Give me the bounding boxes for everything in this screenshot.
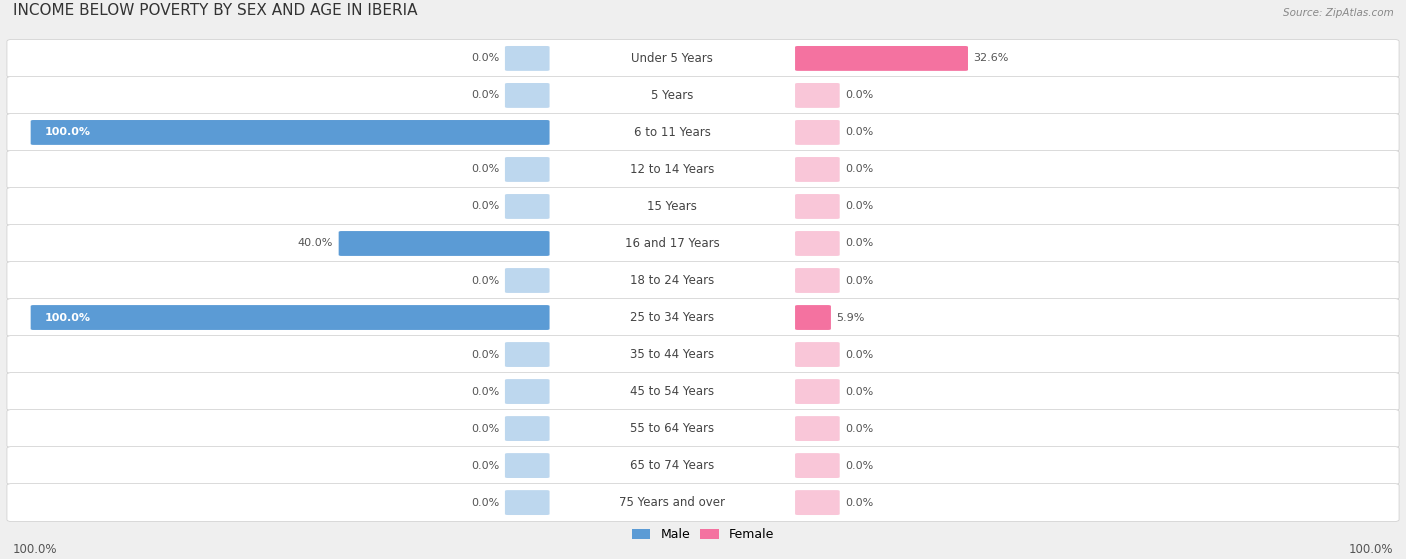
FancyBboxPatch shape	[7, 410, 1399, 448]
Text: 0.0%: 0.0%	[845, 276, 873, 286]
FancyBboxPatch shape	[7, 150, 1399, 188]
Text: 0.0%: 0.0%	[845, 498, 873, 508]
Text: 0.0%: 0.0%	[845, 91, 873, 101]
Text: 100.0%: 100.0%	[45, 127, 90, 138]
Text: 12 to 14 Years: 12 to 14 Years	[630, 163, 714, 176]
Text: 0.0%: 0.0%	[471, 91, 499, 101]
Text: INCOME BELOW POVERTY BY SEX AND AGE IN IBERIA: INCOME BELOW POVERTY BY SEX AND AGE IN I…	[13, 3, 418, 18]
Text: 32.6%: 32.6%	[973, 54, 1010, 63]
FancyBboxPatch shape	[7, 484, 1399, 522]
FancyBboxPatch shape	[505, 194, 550, 219]
FancyBboxPatch shape	[7, 447, 1399, 485]
FancyBboxPatch shape	[505, 83, 550, 108]
FancyBboxPatch shape	[31, 120, 550, 145]
Text: 0.0%: 0.0%	[845, 127, 873, 138]
Text: 0.0%: 0.0%	[471, 276, 499, 286]
FancyBboxPatch shape	[794, 379, 839, 404]
Text: 0.0%: 0.0%	[471, 461, 499, 471]
Text: Source: ZipAtlas.com: Source: ZipAtlas.com	[1282, 8, 1393, 18]
FancyBboxPatch shape	[31, 305, 550, 330]
FancyBboxPatch shape	[794, 342, 839, 367]
Text: 25 to 34 Years: 25 to 34 Years	[630, 311, 714, 324]
FancyBboxPatch shape	[505, 490, 550, 515]
Text: 5 Years: 5 Years	[651, 89, 693, 102]
Text: 0.0%: 0.0%	[845, 349, 873, 359]
Text: 0.0%: 0.0%	[845, 386, 873, 396]
Text: 100.0%: 100.0%	[13, 543, 58, 556]
FancyBboxPatch shape	[794, 268, 839, 293]
Text: 100.0%: 100.0%	[45, 312, 90, 323]
FancyBboxPatch shape	[794, 194, 839, 219]
Text: 0.0%: 0.0%	[471, 386, 499, 396]
Text: 0.0%: 0.0%	[845, 239, 873, 249]
Text: 15 Years: 15 Years	[647, 200, 697, 213]
FancyBboxPatch shape	[505, 342, 550, 367]
FancyBboxPatch shape	[505, 268, 550, 293]
FancyBboxPatch shape	[7, 262, 1399, 300]
FancyBboxPatch shape	[505, 157, 550, 182]
FancyBboxPatch shape	[794, 416, 839, 441]
FancyBboxPatch shape	[7, 187, 1399, 225]
Text: 0.0%: 0.0%	[845, 164, 873, 174]
Text: 0.0%: 0.0%	[471, 498, 499, 508]
FancyBboxPatch shape	[794, 490, 839, 515]
Text: 75 Years and over: 75 Years and over	[619, 496, 725, 509]
Text: 45 to 54 Years: 45 to 54 Years	[630, 385, 714, 398]
Text: 16 and 17 Years: 16 and 17 Years	[624, 237, 720, 250]
Text: 6 to 11 Years: 6 to 11 Years	[634, 126, 711, 139]
Text: 0.0%: 0.0%	[845, 424, 873, 434]
Text: 0.0%: 0.0%	[471, 424, 499, 434]
Text: 0.0%: 0.0%	[471, 349, 499, 359]
Text: 35 to 44 Years: 35 to 44 Years	[630, 348, 714, 361]
FancyBboxPatch shape	[794, 120, 839, 145]
Text: 100.0%: 100.0%	[1348, 543, 1393, 556]
Text: 65 to 74 Years: 65 to 74 Years	[630, 459, 714, 472]
FancyBboxPatch shape	[7, 40, 1399, 77]
FancyBboxPatch shape	[505, 46, 550, 71]
FancyBboxPatch shape	[505, 416, 550, 441]
FancyBboxPatch shape	[794, 453, 839, 478]
Text: 18 to 24 Years: 18 to 24 Years	[630, 274, 714, 287]
Text: 5.9%: 5.9%	[837, 312, 865, 323]
FancyBboxPatch shape	[7, 335, 1399, 373]
FancyBboxPatch shape	[794, 46, 967, 71]
FancyBboxPatch shape	[794, 305, 831, 330]
FancyBboxPatch shape	[7, 372, 1399, 410]
Text: Under 5 Years: Under 5 Years	[631, 52, 713, 65]
Text: 0.0%: 0.0%	[471, 201, 499, 211]
FancyBboxPatch shape	[7, 113, 1399, 151]
FancyBboxPatch shape	[794, 83, 839, 108]
FancyBboxPatch shape	[794, 231, 839, 256]
FancyBboxPatch shape	[339, 231, 550, 256]
Text: 40.0%: 40.0%	[298, 239, 333, 249]
FancyBboxPatch shape	[505, 379, 550, 404]
FancyBboxPatch shape	[7, 225, 1399, 263]
Text: 0.0%: 0.0%	[845, 201, 873, 211]
Text: 0.0%: 0.0%	[471, 54, 499, 63]
FancyBboxPatch shape	[7, 77, 1399, 115]
FancyBboxPatch shape	[794, 157, 839, 182]
Legend: Male, Female: Male, Female	[627, 523, 779, 546]
Text: 0.0%: 0.0%	[471, 164, 499, 174]
FancyBboxPatch shape	[505, 453, 550, 478]
FancyBboxPatch shape	[7, 299, 1399, 337]
Text: 0.0%: 0.0%	[845, 461, 873, 471]
Text: 55 to 64 Years: 55 to 64 Years	[630, 422, 714, 435]
